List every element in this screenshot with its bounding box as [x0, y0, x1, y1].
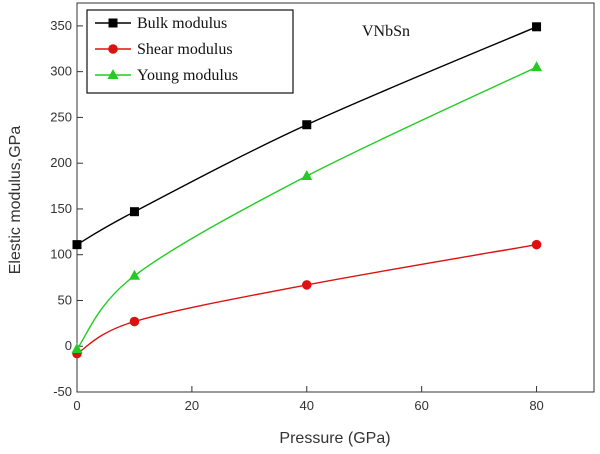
data-point-young-modulus [531, 61, 543, 72]
y-tick-label: 100 [50, 247, 72, 262]
y-tick-label: 150 [50, 201, 72, 216]
legend-label-bulk-modulus: Bulk modulus [137, 15, 227, 32]
series-line-young-modulus [76, 66, 537, 350]
data-point-bulk-modulus [72, 240, 82, 250]
y-tick-label: 300 [50, 64, 72, 79]
y-axis-label: Elestic modulus,GPa [7, 126, 24, 275]
y-tick-label: 50 [58, 292, 72, 307]
x-tick-label: 80 [529, 398, 543, 413]
y-tick-label: 0 [65, 338, 72, 353]
data-point-young-modulus [71, 342, 83, 353]
legend-marker-bulk-modulus [108, 18, 118, 28]
x-axis-label: Pressure (GPa) [279, 430, 390, 447]
legend-label-young-modulus: Young modulus [137, 67, 238, 84]
data-point-bulk-modulus [129, 207, 139, 217]
x-tick-label: 60 [414, 398, 428, 413]
x-tick-label: 40 [300, 398, 314, 413]
series-line-bulk-modulus [76, 26, 537, 246]
legend-marker-shear-modulus [108, 44, 118, 54]
series-markers [71, 22, 543, 359]
legend-label-shear-modulus: Shear modulus [137, 41, 233, 58]
data-point-shear-modulus [531, 239, 542, 250]
legend-items: Bulk modulus Shear modulus Young modulus [95, 15, 238, 84]
data-point-young-modulus [128, 269, 140, 280]
legend-marker-young-modulus [107, 69, 119, 79]
data-point-young-modulus [301, 169, 313, 180]
x-tick-label: 20 [185, 398, 199, 413]
y-tick-label: 200 [50, 155, 72, 170]
legend: Bulk modulus Shear modulus Young modulus [86, 9, 294, 94]
y-tick-label: -50 [53, 384, 72, 399]
chart-annotation: VNbSn [362, 23, 410, 40]
data-point-shear-modulus [301, 280, 312, 290]
data-point-shear-modulus [129, 316, 140, 327]
plot-frame [76, 2, 595, 393]
y-tick-label: 250 [50, 109, 72, 124]
data-point-bulk-modulus [302, 120, 312, 130]
series-lines [76, 26, 537, 355]
y-tick-label: 350 [50, 18, 72, 33]
series-line-shear-modulus [76, 243, 537, 355]
x-tick-label: 0 [73, 398, 80, 413]
legend-box [86, 9, 294, 94]
data-point-bulk-modulus [532, 22, 542, 32]
